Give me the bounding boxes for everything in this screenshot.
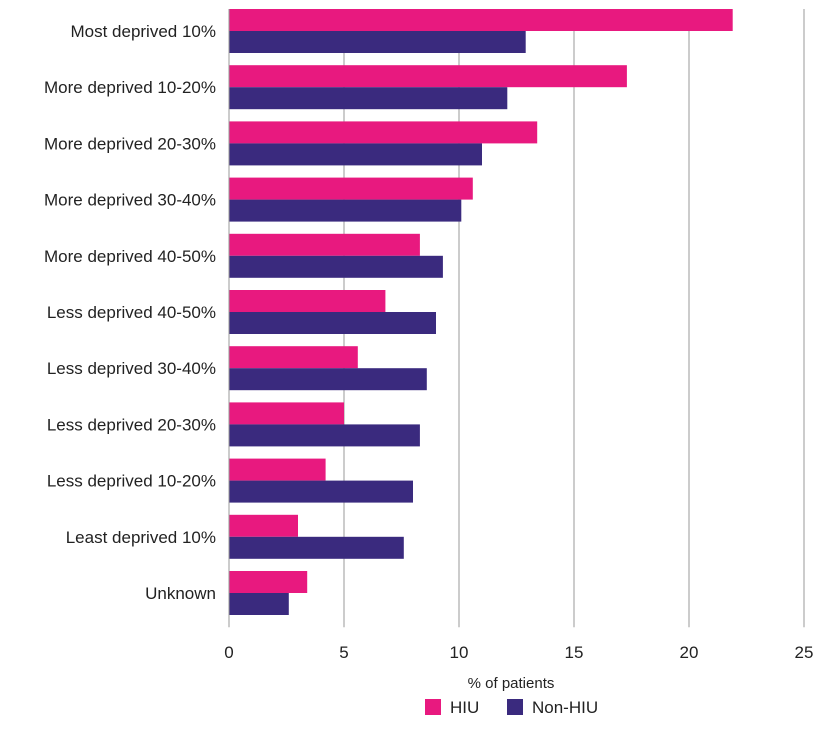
- bar-hiu-10: [229, 571, 308, 593]
- bar-non-hiu-5: [229, 312, 436, 334]
- category-label: More deprived 20-30%: [44, 134, 216, 153]
- category-label: Less deprived 10-20%: [47, 472, 216, 491]
- bar-non-hiu-9: [229, 536, 404, 559]
- category-label: More deprived 30-40%: [44, 191, 216, 210]
- bar-hiu-5: [229, 290, 386, 312]
- x-axis-title: % of patients: [468, 675, 555, 692]
- category-label: Less deprived 20-30%: [47, 415, 216, 434]
- bar-hiu-1: [229, 65, 627, 88]
- bar-non-hiu-4: [229, 255, 443, 278]
- category-label: Less deprived 40-50%: [47, 303, 216, 322]
- bar-hiu-0: [229, 9, 733, 31]
- bars: [228, 9, 733, 628]
- bar-hiu-4: [229, 233, 420, 256]
- bar-non-hiu-3: [229, 199, 462, 222]
- bar-non-hiu-1: [229, 87, 508, 110]
- bar-non-hiu-6: [229, 368, 427, 391]
- bar-non-hiu-7: [229, 424, 420, 447]
- bar-non-hiu-10: [229, 593, 289, 615]
- legend-label-non-hiu: Non-HIU: [532, 698, 598, 717]
- legend: HIU Non-HIU: [425, 698, 598, 717]
- x-tick-label: 5: [339, 643, 348, 662]
- x-tick-label: 25: [795, 643, 814, 662]
- category-label: More deprived 10-20%: [44, 78, 216, 97]
- bar-non-hiu-8: [229, 480, 413, 503]
- bar-hiu-8: [229, 458, 326, 481]
- gridlines: [343, 9, 805, 628]
- x-tick-label: 10: [450, 643, 469, 662]
- x-tick-label: 20: [680, 643, 699, 662]
- x-tick-label: 0: [224, 643, 233, 662]
- category-label: Unknown: [145, 584, 216, 603]
- category-label: Least deprived 10%: [66, 528, 216, 547]
- bar-hiu-6: [229, 346, 358, 369]
- category-label: Most deprived 10%: [70, 22, 216, 41]
- category-label: Less deprived 30-40%: [47, 359, 216, 378]
- category-label: More deprived 40-50%: [44, 247, 216, 266]
- x-tick-label: 15: [565, 643, 584, 662]
- bar-hiu-7: [229, 402, 344, 425]
- bar-hiu-2: [229, 121, 538, 144]
- bar-non-hiu-0: [229, 31, 526, 53]
- legend-label-hiu: HIU: [450, 698, 479, 717]
- x-tick-labels: 0 5 10 15 20 25: [224, 643, 813, 662]
- legend-swatch-hiu: [425, 699, 441, 715]
- bar-non-hiu-2: [229, 143, 482, 166]
- category-labels: Most deprived 10% More deprived 10-20% Mor…: [44, 22, 216, 603]
- legend-swatch-non-hiu: [507, 699, 523, 715]
- bar-hiu-9: [229, 514, 298, 537]
- bar-hiu-3: [229, 177, 473, 200]
